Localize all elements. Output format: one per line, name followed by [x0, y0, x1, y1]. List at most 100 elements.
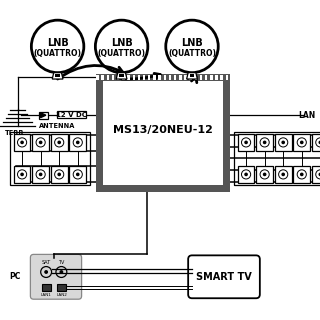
Bar	[107, 75, 109, 80]
Bar	[220, 75, 223, 80]
Bar	[42, 284, 51, 291]
Bar	[117, 75, 119, 80]
Circle shape	[95, 20, 148, 73]
Bar	[122, 75, 125, 80]
Circle shape	[39, 172, 43, 176]
Bar	[96, 74, 230, 192]
Bar	[69, 166, 86, 183]
Text: SMART TV: SMART TV	[196, 272, 252, 282]
Bar	[312, 134, 320, 151]
Polygon shape	[52, 73, 63, 79]
Bar	[205, 75, 207, 80]
Bar	[293, 134, 310, 151]
Text: ANTENNA: ANTENNA	[39, 123, 76, 129]
Bar	[174, 75, 176, 80]
Bar	[57, 111, 86, 118]
Bar	[189, 75, 192, 80]
Polygon shape	[116, 73, 127, 79]
Bar	[215, 75, 218, 80]
Bar	[169, 75, 171, 80]
Text: SAT: SAT	[42, 260, 51, 265]
Bar	[195, 75, 197, 80]
Bar	[55, 74, 60, 77]
Bar	[312, 166, 320, 183]
Circle shape	[244, 140, 248, 144]
Text: LAN2: LAN2	[56, 293, 67, 298]
Circle shape	[300, 140, 304, 144]
Circle shape	[44, 270, 48, 274]
Bar	[39, 112, 48, 119]
Text: LNB: LNB	[47, 38, 68, 48]
FancyBboxPatch shape	[188, 255, 260, 298]
Bar	[275, 166, 292, 183]
Bar	[96, 74, 103, 192]
Bar	[200, 75, 202, 80]
Circle shape	[57, 172, 61, 176]
Bar	[275, 134, 292, 151]
Bar	[51, 166, 68, 183]
Text: TERR: TERR	[5, 130, 24, 136]
Text: LNB: LNB	[111, 38, 132, 48]
Bar	[32, 134, 49, 151]
Bar	[138, 75, 140, 80]
Circle shape	[60, 270, 63, 274]
Circle shape	[31, 20, 84, 73]
Bar	[256, 134, 273, 151]
Circle shape	[281, 140, 285, 144]
FancyBboxPatch shape	[30, 254, 82, 299]
Bar	[96, 74, 230, 81]
Circle shape	[20, 140, 24, 144]
Polygon shape	[187, 73, 197, 79]
Bar	[164, 75, 166, 80]
Polygon shape	[41, 113, 46, 118]
Text: (QUATTRO): (QUATTRO)	[168, 49, 216, 58]
Bar	[238, 134, 254, 151]
Bar	[148, 75, 150, 80]
Bar	[238, 166, 254, 183]
Bar	[132, 75, 135, 80]
Bar	[226, 75, 228, 80]
Circle shape	[166, 20, 218, 73]
Bar	[190, 74, 194, 77]
Bar	[210, 75, 212, 80]
Circle shape	[20, 172, 24, 176]
Circle shape	[57, 140, 61, 144]
Bar	[14, 166, 30, 183]
Circle shape	[281, 172, 285, 176]
Bar	[101, 75, 104, 80]
Text: 12 V DC: 12 V DC	[56, 112, 87, 117]
Circle shape	[76, 140, 80, 144]
Circle shape	[76, 172, 80, 176]
Bar	[158, 75, 161, 80]
Text: LAN: LAN	[298, 111, 315, 120]
Circle shape	[244, 172, 248, 176]
Bar	[112, 75, 114, 80]
Bar	[143, 75, 145, 80]
Text: PC: PC	[9, 272, 21, 281]
Text: (QUATTRO): (QUATTRO)	[34, 49, 82, 58]
Circle shape	[300, 172, 304, 176]
Circle shape	[39, 140, 43, 144]
Bar	[57, 284, 67, 291]
Text: (QUATTRO): (QUATTRO)	[98, 49, 146, 58]
Text: LNB: LNB	[181, 38, 203, 48]
Bar	[69, 134, 86, 151]
Text: TV: TV	[58, 260, 65, 265]
Bar	[293, 166, 310, 183]
Bar	[96, 75, 99, 80]
Bar	[234, 132, 320, 185]
Bar	[256, 166, 273, 183]
Bar	[32, 166, 49, 183]
Bar	[119, 74, 124, 77]
Text: LAN1: LAN1	[41, 293, 52, 298]
Circle shape	[263, 140, 267, 144]
Bar	[223, 74, 230, 192]
Circle shape	[318, 140, 320, 144]
Bar	[127, 75, 130, 80]
Text: MS13/20NEU-12: MS13/20NEU-12	[113, 124, 213, 135]
Bar	[51, 134, 68, 151]
Circle shape	[318, 172, 320, 176]
Bar	[184, 75, 187, 80]
Bar	[14, 134, 30, 151]
Bar	[179, 75, 181, 80]
